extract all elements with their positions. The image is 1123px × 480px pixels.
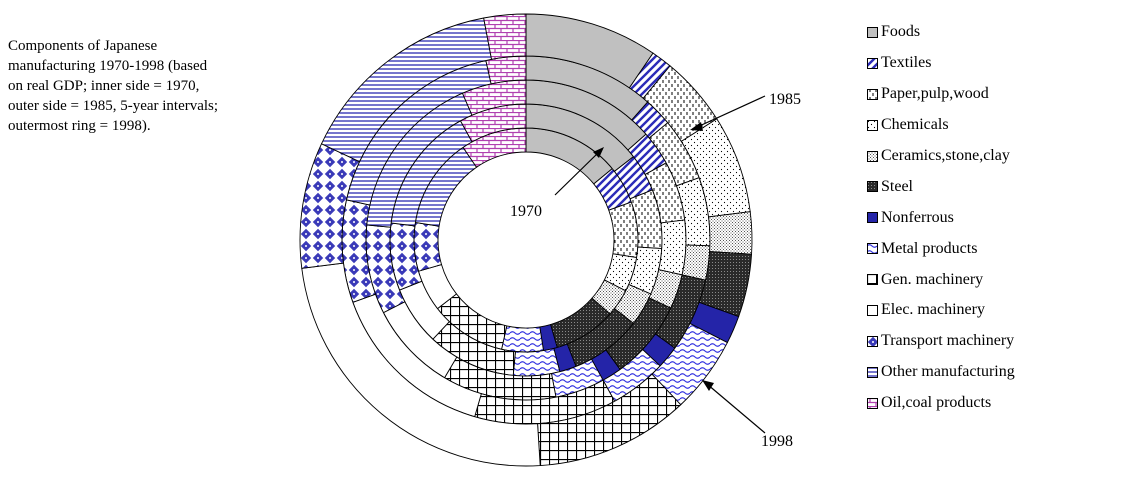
annotation-1985-label: 1985 (769, 91, 801, 108)
ring-1970-segment-metal-products (501, 325, 545, 353)
legend-label-metal-products: Metal products (881, 239, 978, 257)
legend-item-ceramics-stone-clay: Ceramics,stone,clay (867, 141, 1015, 172)
annotation-arrow-1985 (694, 95, 766, 129)
legend-item-metal-products: Metal products (867, 233, 1015, 264)
legend-label-oil-coal-products: Oil,coal products (881, 394, 992, 412)
legend-label-ceramics-stone-clay: Ceramics,stone,clay (881, 147, 1010, 164)
annotations-group: 1970 1985 1998 (510, 91, 801, 450)
legend-swatch-metal-products (867, 243, 878, 255)
rings-group (299, 13, 753, 467)
legend-swatch-oil-coal-products (867, 397, 878, 409)
legend-swatch-nonferrous (867, 212, 878, 224)
legend-item-elec-machinery: Elec. machinery (867, 295, 1015, 326)
legend-item-textiles: Textiles (867, 48, 1015, 79)
legend-swatch-gen-machinery (867, 274, 878, 286)
legend-label-foods: Foods (881, 23, 921, 41)
legend-label-gen-machinery: Gen. machinery (881, 270, 984, 288)
ring-1985-segment-oil-coal-products (485, 55, 527, 85)
legend-item-paper-pulp-wood: Paper,pulp,wood (867, 79, 1015, 110)
annotation-1998-label: 1998 (761, 433, 793, 450)
legend-label-nonferrous: Nonferrous (881, 208, 954, 226)
legend-item-gen-machinery: Gen. machinery (867, 264, 1015, 295)
ring-1975-segment-metal-products (512, 347, 561, 377)
legend: Foods Textiles Paper,pulp,wood Chemicals Cer… (867, 17, 1015, 419)
legend-swatch-ceramics-stone-clay (867, 150, 878, 162)
annotation-arrowhead-1970 (593, 147, 604, 158)
annotation-arrow-1998 (706, 383, 766, 434)
legend-item-transport-machinery: Transport machinery (867, 326, 1015, 357)
chart-caption: Components of Japanese manufacturing 197… (8, 38, 219, 134)
annotation-arrow-1970 (554, 150, 601, 196)
legend-item-oil-coal-products: Oil,coal products (867, 388, 1015, 419)
legend-item-other-manufacturing: Other manufacturing (867, 357, 1015, 388)
legend-item-foods: Foods (867, 17, 1015, 48)
ring-1970-segment-transport-machinery (413, 221, 443, 272)
legend-label-steel: Steel (881, 177, 913, 195)
legend-swatch-chemicals (867, 119, 878, 131)
legend-item-chemicals: Chemicals (867, 110, 1015, 141)
annotation-1970-label: 1970 (510, 203, 542, 220)
ring-1985-segment-ceramics-stone-clay (681, 244, 711, 281)
legend-label-other-manufacturing: Other manufacturing (881, 363, 1015, 381)
legend-label-chemicals: Chemicals (881, 116, 949, 134)
legend-swatch-textiles (867, 57, 878, 69)
legend-label-elec-machinery: Elec. machinery (881, 301, 985, 319)
legend-item-steel: Steel (867, 171, 1015, 202)
legend-swatch-steel (867, 181, 878, 193)
ring-1980-segment-chemicals (658, 219, 687, 276)
legend-label-transport-machinery: Transport machinery (881, 332, 1015, 350)
legend-label-textiles: Textiles (881, 54, 932, 72)
annotation-arrowhead-1985 (690, 122, 703, 131)
legend-swatch-other-manufacturing (867, 366, 878, 378)
legend-swatch-transport-machinery (867, 335, 878, 347)
ring-chart: 1970 1985 1998 (299, 13, 801, 467)
annotation-arrowhead-1998 (702, 380, 714, 391)
legend-label-paper-pulp-wood: Paper,pulp,wood (881, 85, 989, 103)
legend-swatch-paper-pulp-wood (867, 88, 878, 100)
legend-swatch-foods (867, 26, 878, 38)
legend-swatch-elec-machinery (867, 304, 878, 316)
ring-1998-segment-ceramics-stone-clay (708, 211, 753, 255)
legend-item-nonferrous: Nonferrous (867, 202, 1015, 233)
ring-1998-segment-oil-coal-products (483, 13, 527, 60)
